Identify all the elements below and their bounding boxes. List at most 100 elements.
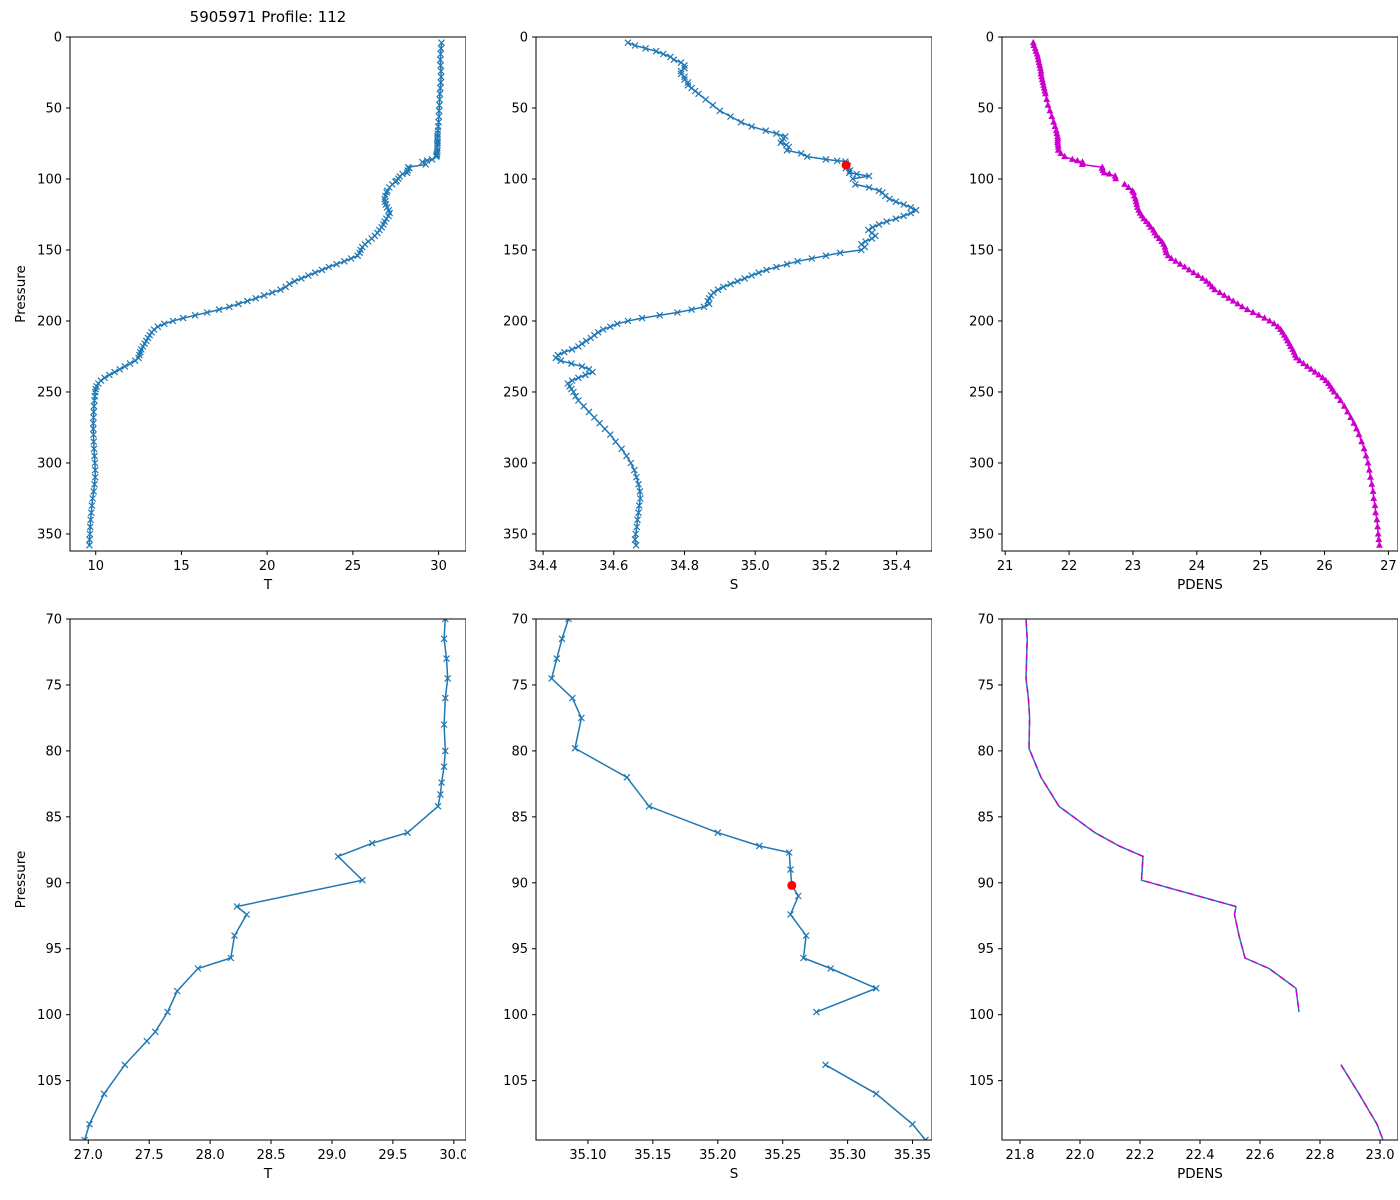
x-axis: 27.0 27.5 28.0 28.5 29.0 29.5 30.0 (74, 1140, 466, 1163)
tick-label: 22.4 (1186, 1148, 1215, 1163)
tick-label: 15 (173, 559, 190, 574)
x-axis-label: S (730, 577, 739, 593)
plot-canvas-S-full: 34.4 34.6 34.8 35.0 35.2 35.4 0 50 100 150 200 250 3… (503, 31, 932, 593)
tick-label: 100 (969, 172, 994, 187)
tick-label: 75 (977, 678, 994, 693)
x-axis: 34.4 34.6 34.8 35.0 35.2 35.4 (529, 551, 911, 574)
tick-label: 250 (37, 385, 62, 400)
tick-label: 300 (37, 456, 62, 471)
tick-label: 22.2 (1126, 1148, 1155, 1163)
x-axis-label: PDENS (1177, 577, 1223, 593)
PDENS-profile-line (1032, 42, 1381, 546)
y-axis-label: Pressure (13, 265, 29, 323)
tick-label: 35.10 (569, 1148, 606, 1163)
tick-label: 200 (37, 314, 62, 329)
tick-label: 27.5 (135, 1148, 164, 1163)
subplot-T-full: 10 15 20 25 30 0 50 100 150 200 250 300 350 T Pressure (0, 0, 466, 600)
tick-label: 0 (520, 31, 528, 46)
T-x-markers (81, 619, 452, 1140)
series-layer (85, 39, 445, 549)
marked-point-dot (841, 160, 851, 170)
tick-label: 34.6 (599, 559, 628, 574)
tick-label: 100 (37, 172, 62, 187)
tick-label: 70 (511, 613, 528, 628)
tick-label: 105 (37, 1074, 62, 1089)
tick-label: 100 (969, 1008, 994, 1023)
tick-label: 95 (977, 942, 994, 957)
tick-label: 34.8 (670, 559, 699, 574)
x-axis-label: T (263, 1166, 273, 1182)
series-layer (1029, 38, 1383, 548)
tick-label: 80 (45, 744, 62, 759)
tick-label: 22.6 (1246, 1148, 1275, 1163)
tick-label: 23.0 (1366, 1148, 1395, 1163)
PDENS-profile-line (1025, 619, 1384, 1140)
S-profile-line (554, 42, 918, 546)
tick-label: 30 (430, 559, 447, 574)
tick-label: 90 (45, 876, 62, 891)
plot-canvas-T-zoom: 27.0 27.5 28.0 28.5 29.0 29.5 30.0 70 75 80 85 90 95… (13, 613, 466, 1182)
tick-label: 27 (1380, 559, 1397, 574)
axes-frame (1001, 618, 1398, 1141)
tick-label: 100 (503, 172, 528, 187)
tick-label: 150 (37, 243, 62, 258)
plot-canvas-PDENS-full: 21 22 23 24 25 26 27 0 50 100 150 200 250 300 350 PDENS (969, 31, 1398, 593)
subplot-PDENS-full: 21 22 23 24 25 26 27 0 50 100 150 200 250 300 350 PDENS (932, 0, 1398, 600)
T-profile-line (83, 619, 449, 1140)
x-axis-label: PDENS (1177, 1166, 1223, 1182)
y-axis: 70 75 80 85 90 95 100 105 (37, 613, 70, 1089)
tick-label: 70 (977, 613, 994, 628)
tick-label: 29.0 (317, 1148, 346, 1163)
subplot-S-full: 34.4 34.6 34.8 35.0 35.2 35.4 0 50 100 150 200 250 3… (466, 0, 932, 600)
tick-label: 34.4 (529, 559, 558, 574)
y-axis: 70 75 80 85 90 95 100 105 (503, 613, 536, 1089)
tick-label: 85 (977, 810, 994, 825)
S-profile-line (550, 619, 927, 1140)
axes-frame (69, 618, 466, 1141)
tick-label: 350 (503, 527, 528, 542)
tick-label: 30.0 (439, 1148, 466, 1163)
tick-label: 27.0 (74, 1148, 103, 1163)
PDENS-profile-line (1025, 619, 1384, 1140)
tick-label: 75 (45, 678, 62, 693)
x-axis: 21 22 23 24 25 26 27 (997, 551, 1397, 574)
tick-label: 350 (37, 527, 62, 542)
tick-label: 350 (969, 527, 994, 542)
tick-label: 28.5 (257, 1148, 286, 1163)
tick-label: 35.0 (741, 559, 770, 574)
series-layer (548, 619, 929, 1140)
subplot-S-zoom: 35.10 35.15 35.20 35.25 35.30 35.35 70 75 80 85 90… (466, 600, 932, 1200)
tick-label: 23 (1125, 559, 1142, 574)
tick-label: 26 (1316, 559, 1333, 574)
series-layer (552, 39, 920, 549)
tick-label: 0 (986, 31, 994, 46)
tick-label: 35.35 (894, 1148, 931, 1163)
tick-label: 22.0 (1066, 1148, 1095, 1163)
tick-label: 95 (511, 942, 528, 957)
tick-label: 300 (969, 456, 994, 471)
tick-label: 35.4 (882, 559, 911, 574)
tick-label: 105 (969, 1074, 994, 1089)
subplot-PDENS-zoom: 21.8 22.0 22.2 22.4 22.6 22.8 23.0 70 75 80 85 90 95… (932, 600, 1398, 1200)
tick-label: 100 (37, 1008, 62, 1023)
tick-label: 35.25 (764, 1148, 801, 1163)
y-axis: 70 75 80 85 90 95 100 105 (969, 613, 1002, 1089)
tick-label: 105 (503, 1074, 528, 1089)
tick-label: 250 (969, 385, 994, 400)
y-axis: 0 50 100 150 200 250 300 350 (37, 31, 70, 542)
tick-label: 50 (511, 101, 528, 116)
axes-frame (1001, 36, 1398, 552)
tick-label: 90 (977, 876, 994, 891)
x-axis: 10 15 20 25 30 (87, 551, 447, 574)
tick-label: 300 (503, 456, 528, 471)
axes-frame (69, 36, 466, 552)
S-x-markers (552, 39, 920, 549)
tick-label: 85 (45, 810, 62, 825)
marked-point-dot (787, 880, 797, 890)
tick-label: 80 (977, 744, 994, 759)
tick-label: 20 (259, 559, 276, 574)
x-axis: 35.10 35.15 35.20 35.25 35.30 35.35 (569, 1140, 931, 1163)
plot-canvas-S-zoom: 35.10 35.15 35.20 35.25 35.30 35.35 70 75 80 85 90… (503, 613, 932, 1182)
PDENS-triangle-markers (1029, 38, 1383, 548)
